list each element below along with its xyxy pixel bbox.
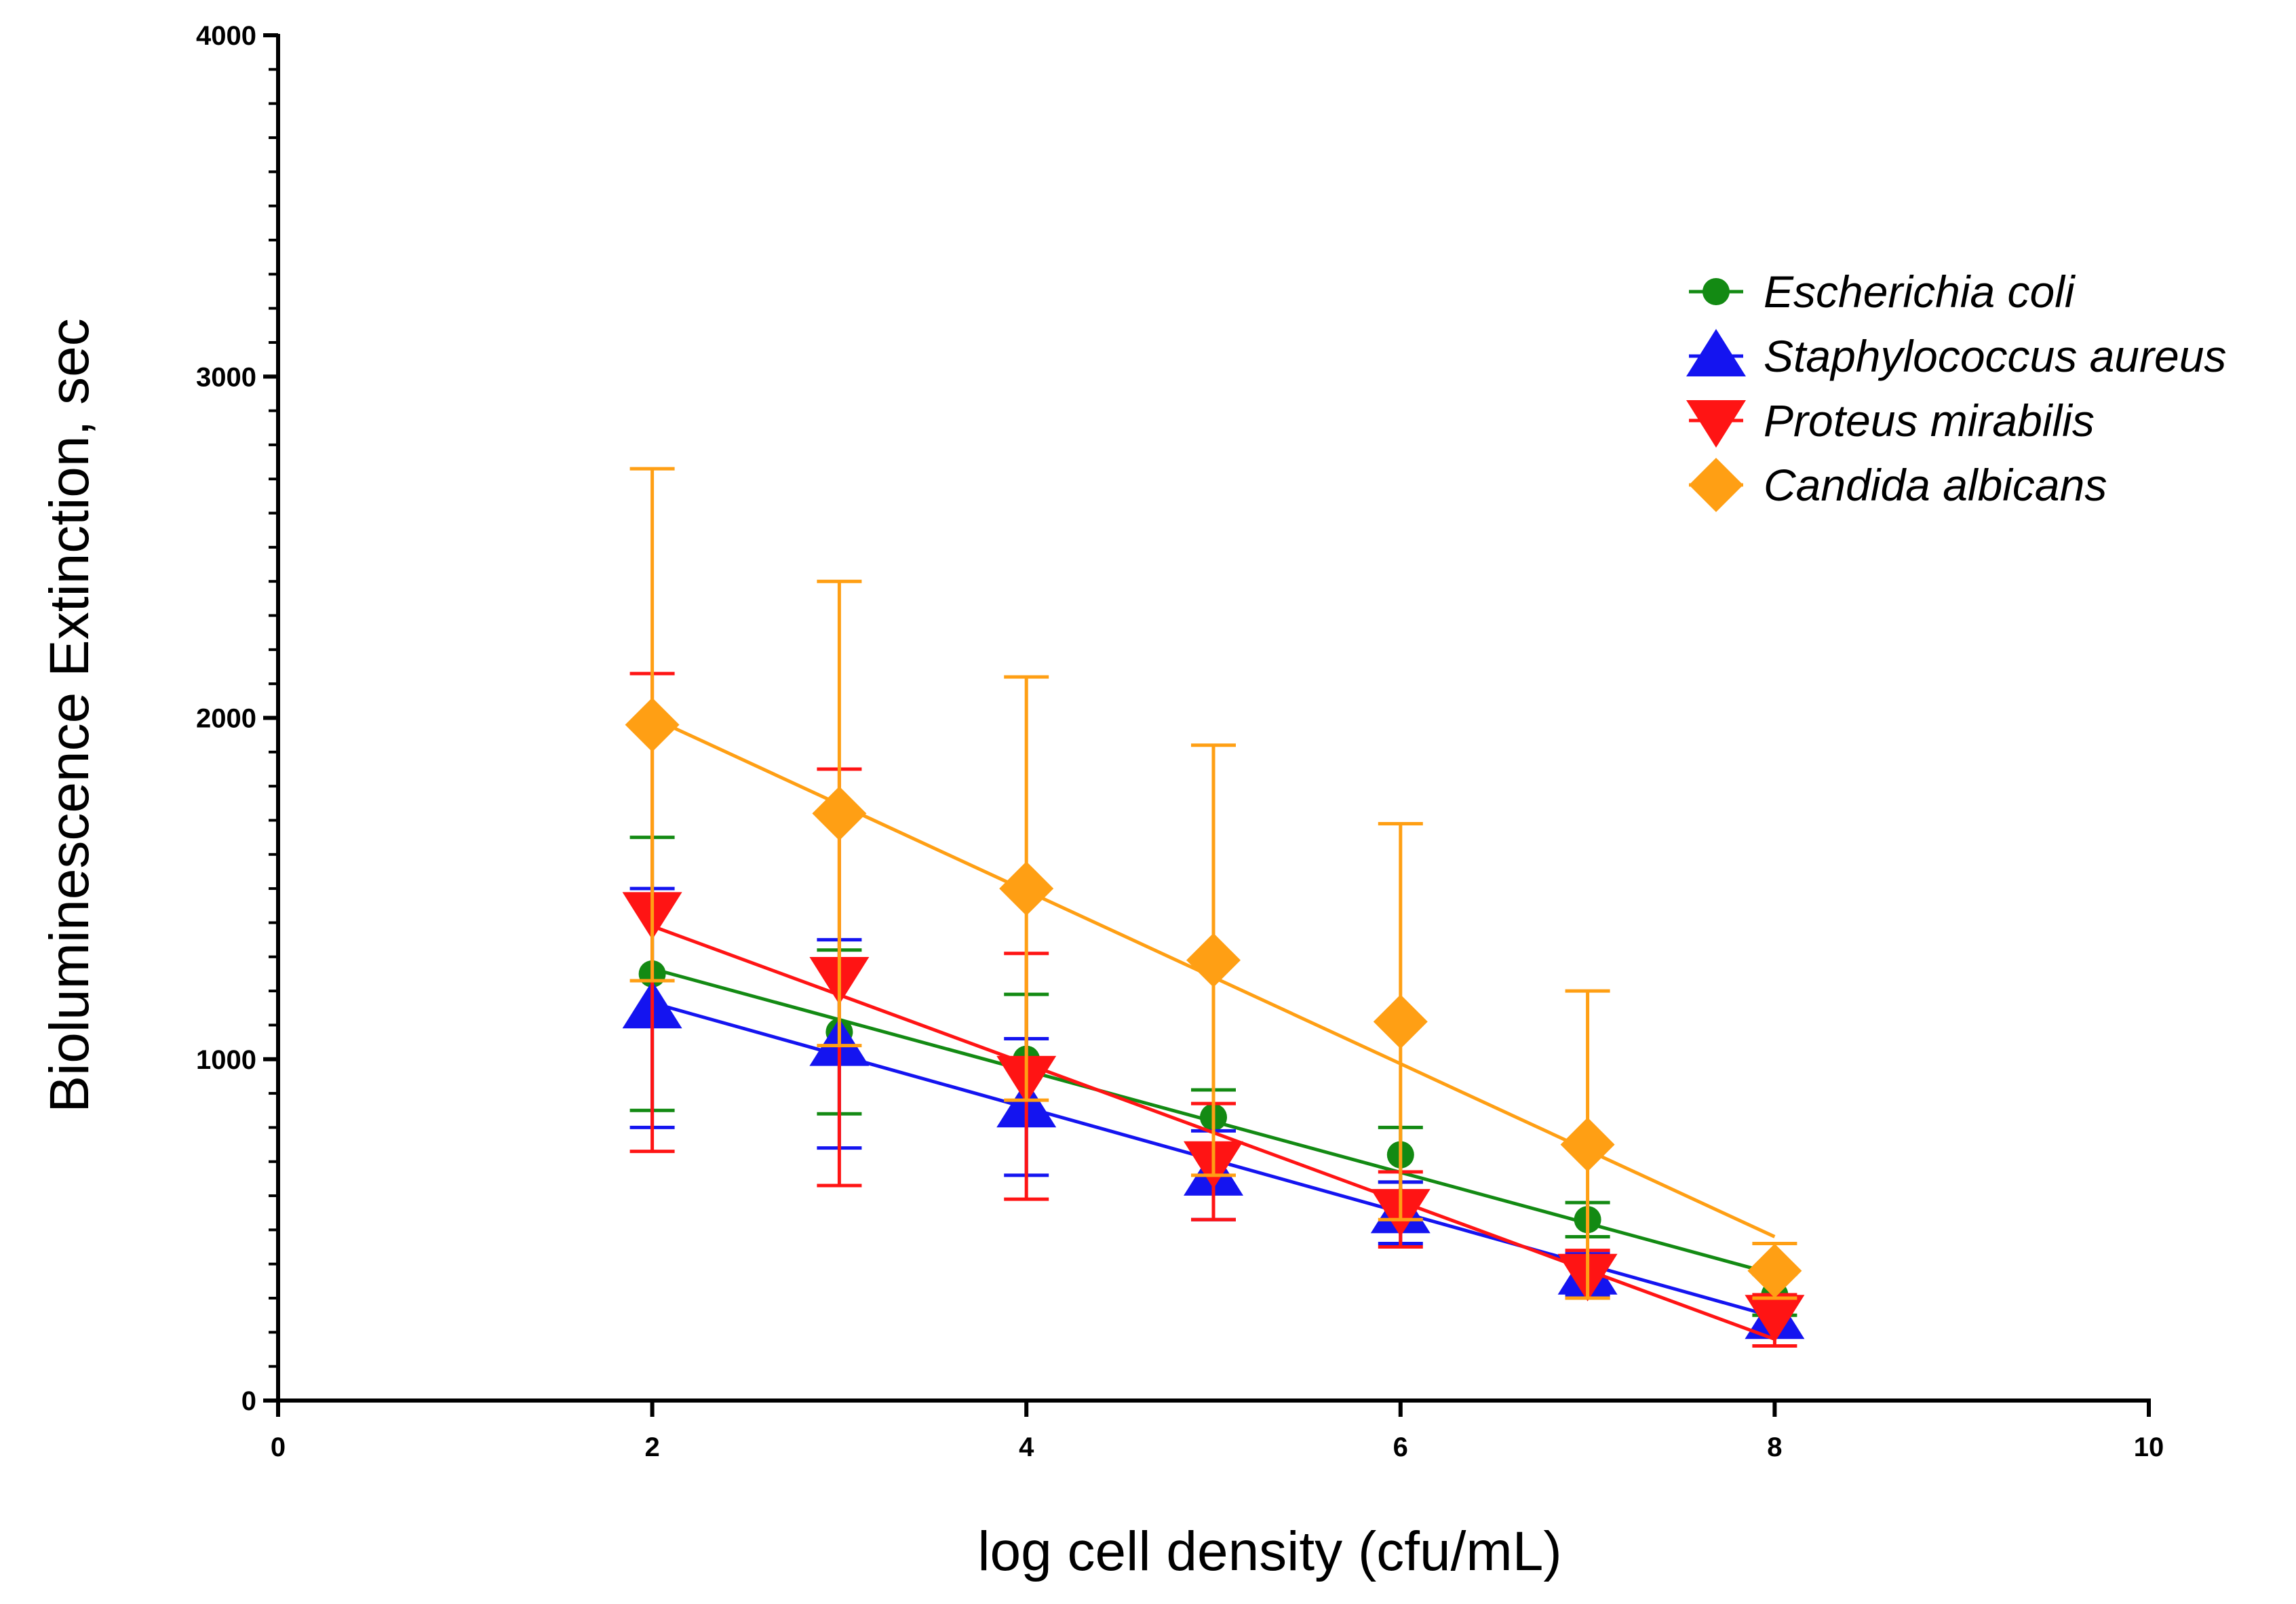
legend-item: Candida albicans	[1689, 458, 2107, 512]
y-tick-label: 4000	[196, 21, 256, 51]
series-layer	[622, 467, 1805, 1348]
data-point	[812, 786, 867, 841]
legend-label: Staphylococcus aureus	[1764, 331, 2226, 381]
y-tick-label: 3000	[196, 362, 256, 392]
x-tick-label: 0	[271, 1432, 286, 1462]
legend-item: Proteus mirabilis	[1686, 395, 2095, 448]
x-axis-title: log cell density (cfu/mL)	[977, 1521, 1561, 1582]
data-point	[1745, 1295, 1805, 1343]
series-candida-albicans	[625, 467, 1802, 1300]
legend-marker	[1702, 278, 1730, 305]
legend-label: Candida albicans	[1764, 460, 2107, 510]
legend-marker	[1689, 458, 1743, 512]
legend-label: Escherichia coli	[1764, 267, 2076, 317]
data-point	[1186, 933, 1241, 987]
data-point	[1747, 1243, 1802, 1298]
data-point	[1560, 1117, 1615, 1172]
x-tick-label: 10	[2134, 1432, 2164, 1462]
data-point	[999, 861, 1054, 916]
legend-item: Staphylococcus aureus	[1686, 329, 2226, 381]
y-tick-label: 2000	[196, 704, 256, 734]
legend-marker	[1686, 400, 1746, 448]
legend-item: Escherichia coli	[1689, 267, 2076, 317]
x-tick-label: 8	[1767, 1432, 1782, 1462]
y-tick-label: 1000	[196, 1045, 256, 1075]
x-tick-label: 4	[1019, 1432, 1034, 1462]
legend-label: Proteus mirabilis	[1764, 395, 2095, 446]
x-tick-label: 2	[644, 1432, 659, 1462]
y-tick-label: 0	[241, 1386, 256, 1416]
axes-layer: 0 1000 2000 3000 4000 0 2 4 6 8 10	[196, 21, 2164, 1462]
y-axis-title: Bioluminescence Extinction, sec	[39, 318, 100, 1112]
x-tick-label: 6	[1393, 1432, 1408, 1462]
legend: Escherichia coli Staphylococcus aureus Pro…	[1686, 267, 2226, 512]
data-point	[625, 697, 680, 752]
data-point	[1373, 994, 1428, 1049]
legend-marker	[1686, 329, 1746, 376]
